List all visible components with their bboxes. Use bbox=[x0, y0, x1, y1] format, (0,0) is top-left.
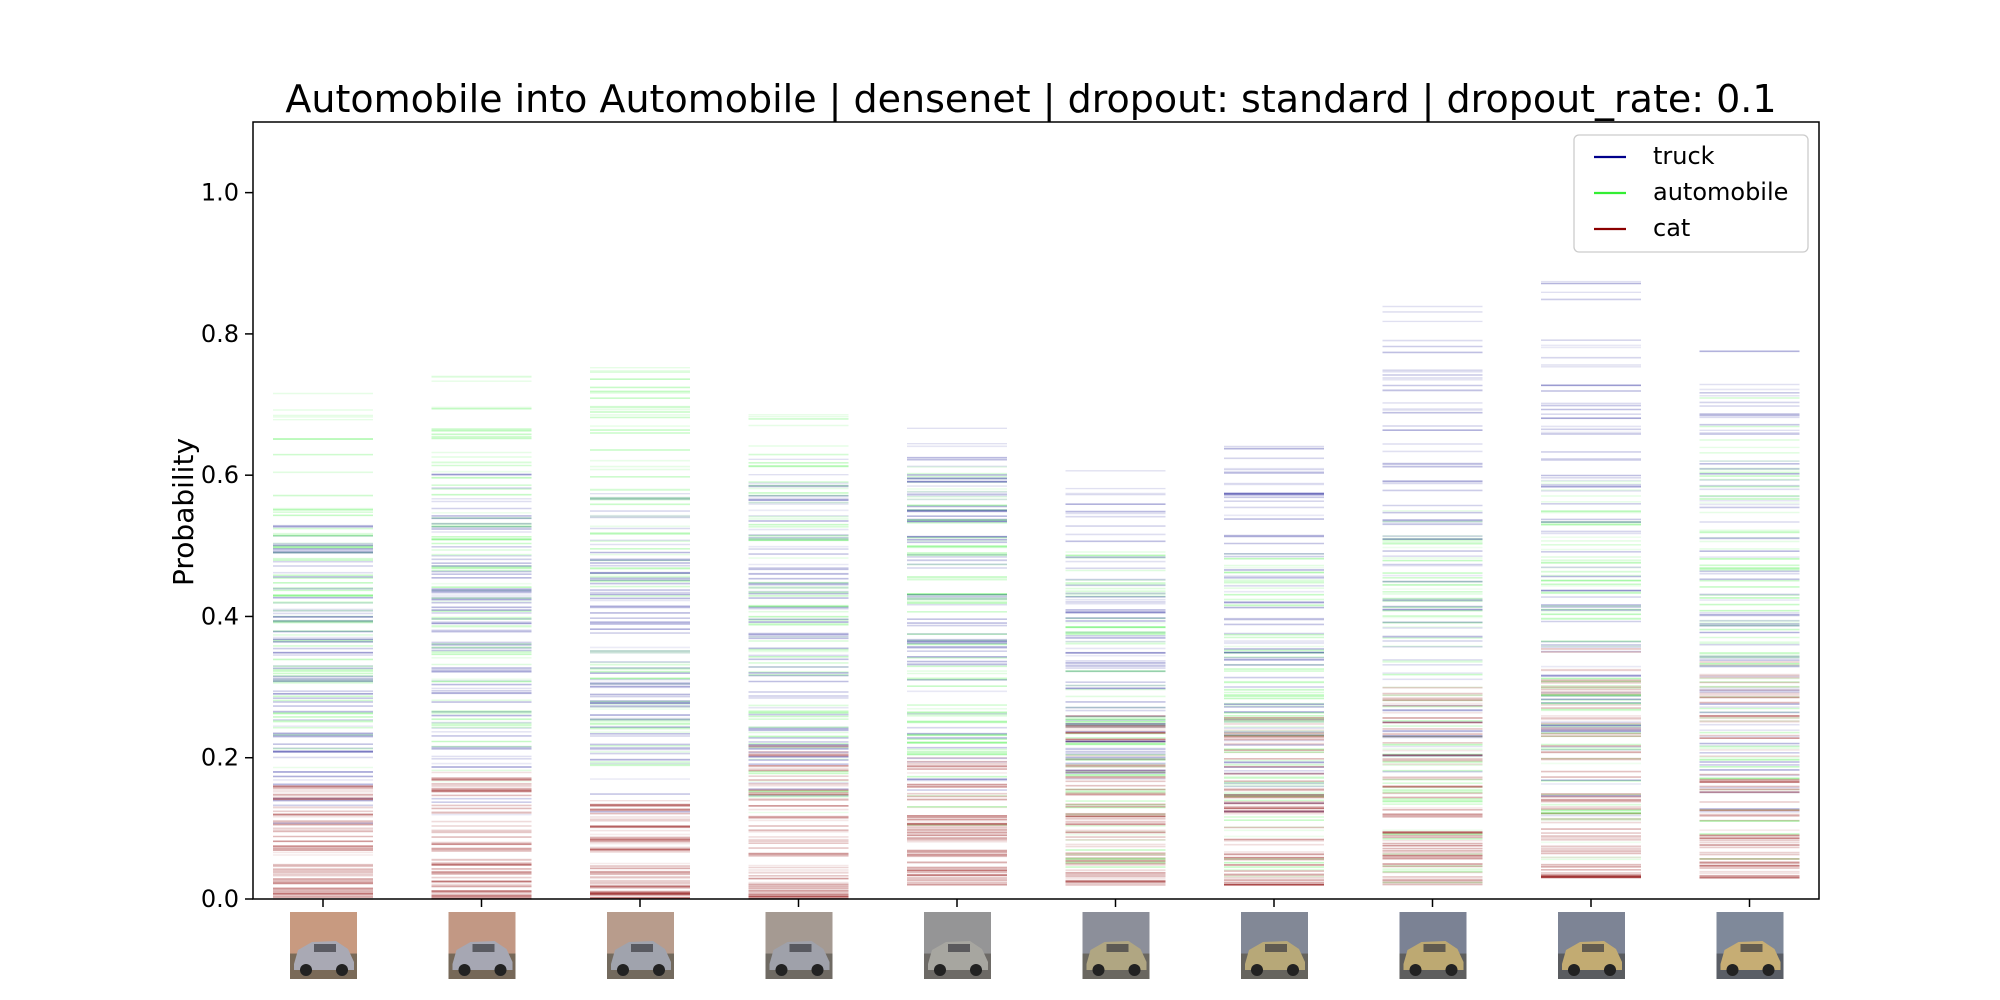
x-axis bbox=[322, 899, 1751, 907]
y-tick-label: 1.0 bbox=[201, 179, 239, 207]
car-thumbnail bbox=[1082, 912, 1150, 979]
car-thumbnail bbox=[1558, 912, 1625, 979]
car-thumbnail bbox=[290, 912, 357, 979]
legend: truck automobile cat bbox=[1573, 134, 1809, 253]
y-tick-label: 0.8 bbox=[201, 320, 239, 348]
legend-label-truck: truck bbox=[1653, 142, 1715, 170]
car-thumbnail bbox=[1399, 912, 1467, 979]
car-thumbnail bbox=[1241, 912, 1308, 979]
legend-label-cat: cat bbox=[1653, 214, 1690, 242]
car-thumbnail bbox=[924, 912, 991, 979]
y-tick-label: 0.4 bbox=[201, 602, 239, 630]
plot-marks bbox=[273, 280, 1800, 900]
car-thumbnail bbox=[1716, 912, 1784, 979]
y-tick-label: 0.0 bbox=[201, 885, 239, 913]
legend-label-automobile: automobile bbox=[1653, 178, 1788, 206]
car-thumbnail bbox=[607, 912, 674, 979]
legend-frame bbox=[1573, 134, 1809, 253]
y-axis-label: Probability bbox=[167, 438, 200, 586]
chart-title: Automobile into Automobile | densenet | … bbox=[285, 77, 1776, 122]
car-thumbnail bbox=[448, 912, 516, 979]
y-axis: 0.0 0.2 0.4 0.6 0.8 1.0 bbox=[201, 179, 253, 913]
image-thumbnails bbox=[290, 912, 1784, 979]
y-tick-label: 0.2 bbox=[201, 744, 239, 772]
y-tick-label: 0.6 bbox=[201, 461, 239, 489]
plot-frame bbox=[252, 121, 1820, 900]
car-thumbnail bbox=[765, 912, 833, 979]
